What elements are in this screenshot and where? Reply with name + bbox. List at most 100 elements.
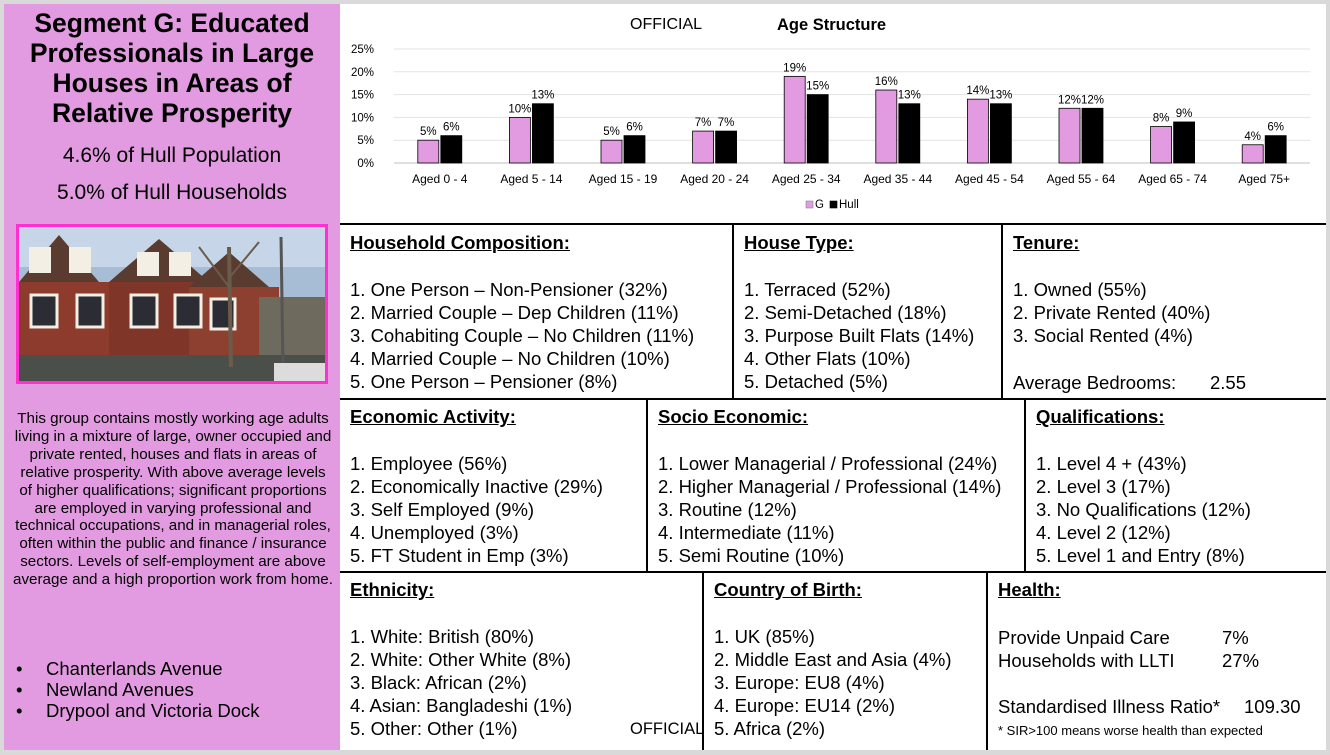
legend-label: G [815,199,824,211]
data-label: 12% [1081,94,1104,106]
data-label: 6% [1267,122,1284,134]
data-label: 13% [898,90,921,102]
column-divider [986,573,988,750]
housing-photo-illustration [19,227,325,381]
bar-hull [806,94,829,164]
economic-activity-list: 1. Employee (56%) 2. Economically Inacti… [350,452,640,567]
section-divider [340,398,1326,400]
unpaid-care-value: 7% [1222,627,1249,648]
data-label: 12% [1058,94,1081,106]
household-composition-list: 1. One Person – Non-Pensioner (32%) 2. M… [350,278,730,393]
main-panel: OFFICIAL Age Structure 0% 5% 10% 15% 20% 25% 5… [340,4,1326,750]
socio-economic-box: Socio Economic: 1. Lower Managerial / Pr… [658,406,1028,567]
sir-value: 109.30 [1244,696,1301,717]
household-share: 5.0% of Hull Households [57,181,287,204]
y-tick-label: 5% [357,135,374,147]
area-item: Newland Avenues [16,679,336,700]
x-tick-label: Aged 20 - 24 [680,172,749,186]
data-label: 13% [989,90,1012,102]
data-label: 16% [875,76,898,88]
bar-hull [715,130,738,164]
list-item: 5. Level 1 and Entry (8%) [1036,545,1245,566]
bar-g [417,139,440,164]
llti-label: Households with LLTI [998,650,1175,671]
x-tick-label: Aged 15 - 19 [589,172,658,186]
data-label: 8% [1153,113,1170,125]
x-tick-label: Aged 0 - 4 [412,172,468,186]
socio-economic-title: Socio Economic: [658,406,809,427]
official-label-bottom: OFFICIAL [630,720,705,738]
data-label: 5% [603,126,620,138]
official-label-top: OFFICIAL [630,16,703,33]
country-of-birth-box: Country of Birth: 1. UK (85%) 2. Middle … [714,579,984,740]
list-item: 3. Purpose Built Flats (14%) [744,325,975,346]
socio-economic-list: 1. Lower Managerial / Professional (24%)… [658,452,1028,567]
x-tick-label: Aged 5 - 14 [500,172,562,186]
unpaid-care-label: Provide Unpaid Care [998,627,1170,648]
economic-activity-box: Economic Activity: 1. Employee (56%) 2. … [350,406,640,567]
column-divider [1024,400,1026,572]
list-item: 2. Private Rented (40%) [1013,302,1211,323]
list-item: 2. Middle East and Asia (4%) [714,649,952,670]
economic-activity-title: Economic Activity: [350,406,516,427]
list-item: 1. Owned (55%) [1013,279,1147,300]
list-item: 5. Africa (2%) [714,718,826,739]
list-item: 3. Black: African (2%) [350,672,527,693]
population-share: 4.6% of Hull Population [62,144,282,167]
country-of-birth-title: Country of Birth: [714,579,862,600]
list-item: 3. Social Rented (4%) [1013,325,1193,346]
bar-hull [1081,107,1104,164]
list-item: 5. Detached (5%) [744,371,888,392]
column-divider [702,573,704,750]
y-tick-label: 20% [351,67,374,79]
llti-value: 27% [1222,650,1260,671]
x-tick-label: Aged 75+ [1238,172,1290,186]
list-item: 2. Married Couple – Dep Children (11%) [350,302,679,323]
tenure-box: Tenure: 1. Owned (55%) 2. Private Rented… [1013,232,1313,347]
list-item: 5. FT Student in Emp (3%) [350,545,569,566]
y-tick-label: 0% [357,158,374,170]
list-item: 1. UK (85%) [714,626,815,647]
list-item: 3. Europe: EU8 (4%) [714,672,885,693]
house-type-title: House Type: [744,232,854,253]
x-tick-label: Aged 55 - 64 [1047,172,1116,186]
list-item: 2. Level 3 (17%) [1036,476,1171,497]
y-tick-label: 15% [351,90,374,102]
bar-g [1058,107,1081,164]
bar-hull [990,103,1012,164]
bar-hull [623,135,646,164]
section-divider [340,571,1326,573]
household-composition-box: Household Composition: 1. One Person – N… [350,232,730,393]
bar-hull [531,103,554,164]
qualifications-title: Qualifications: [1036,406,1165,427]
list-item: 4. Married Couple – No Children (10%) [350,348,670,369]
x-tick-label: Aged 65 - 74 [1138,172,1207,186]
house-type-list: 1. Terraced (52%) 2. Semi-Detached (18%)… [744,278,1002,393]
bar-hull [440,135,463,164]
list-item: 1. White: British (80%) [350,626,535,647]
data-label: 5% [420,126,437,138]
list-item: 2. Higher Managerial / Professional (14%… [658,476,1002,497]
average-bedrooms-label: Average Bedrooms: [1013,372,1177,393]
bar-g [783,75,806,164]
ethnicity-box: Ethnicity: 1. White: British (80%) 2. Wh… [350,579,690,740]
bar-hull [1173,121,1195,164]
data-label: 10% [508,103,531,115]
column-divider [1001,225,1003,399]
bar-g [508,117,531,164]
age-chart-svg: 0%5%10%15%20%25%5% 6%Aged 0 - 410%13%Aged… [351,44,1310,211]
bar-g [967,98,989,164]
average-bedrooms-value: 2.55 [1210,372,1247,393]
list-item: 1. One Person – Non-Pensioner (32%) [350,279,668,300]
health-title: Health: [998,579,1061,600]
list-item: 3. Routine (12%) [658,499,797,520]
y-tick-label: 25% [351,44,374,56]
list-item: 4. Europe: EU14 (2%) [714,695,895,716]
country-of-birth-list: 1. UK (85%) 2. Middle East and Asia (4%)… [714,625,984,740]
data-label: 19% [783,62,806,74]
health-box: Health: [998,579,1318,601]
x-tick-label: Aged 35 - 44 [863,172,932,186]
bar-hull [898,103,921,164]
list-item: 4. Intermediate (11%) [658,522,835,543]
list-item: 4. Asian: Bangladeshi (1%) [350,695,573,716]
